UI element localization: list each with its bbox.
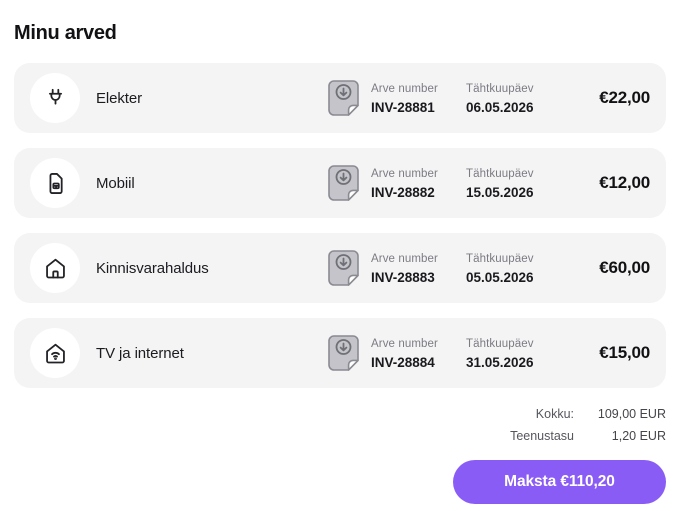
summary: Kokku: 109,00 EUR Teenustasu 1,20 EUR bbox=[14, 403, 666, 447]
invoice-number-value: INV-28881 bbox=[371, 99, 435, 115]
summary-fee-row: Teenustasu 1,20 EUR bbox=[14, 425, 666, 447]
pay-button-row: Maksta €110,20 bbox=[14, 460, 666, 504]
service-fee-label: Teenustasu bbox=[510, 429, 574, 443]
invoice-number-value: INV-28884 bbox=[371, 354, 435, 370]
invoice-amount: €12,00 bbox=[599, 173, 650, 192]
invoice-number-column: Arve number INV-28884 bbox=[371, 337, 455, 370]
due-date-value: 06.05.2026 bbox=[466, 99, 534, 115]
invoice-number-label: Arve number bbox=[371, 167, 438, 180]
invoice-card[interactable]: Kinnisvarahaldus Arve number INV-28883 T… bbox=[14, 233, 666, 303]
service-fee-value: 1,20 EUR bbox=[611, 429, 666, 443]
summary-total-row: Kokku: 109,00 EUR bbox=[14, 403, 666, 425]
invoices-panel: Minu arved Elekter Arve number INV-28881 bbox=[14, 23, 666, 504]
invoice-category-circle bbox=[30, 158, 80, 208]
invoice-number-column: Arve number INV-28882 bbox=[371, 167, 455, 200]
invoice-number-column: Arve number INV-28883 bbox=[371, 252, 455, 285]
invoice-name: TV ja internet bbox=[96, 344, 184, 362]
invoice-amount: €22,00 bbox=[599, 88, 650, 107]
home-wifi-icon bbox=[42, 340, 69, 367]
home-icon bbox=[42, 255, 69, 282]
invoice-name: Elekter bbox=[96, 89, 142, 107]
due-date-value: 15.05.2026 bbox=[466, 184, 534, 200]
due-date-value: 31.05.2026 bbox=[466, 354, 534, 370]
invoice-card[interactable]: Elekter Arve number INV-28881 Tähtkuupäe… bbox=[14, 63, 666, 133]
invoice-amount: €60,00 bbox=[599, 258, 650, 277]
invoice-category-circle bbox=[30, 328, 80, 378]
due-date-column: Tähtkuupäev 15.05.2026 bbox=[466, 167, 558, 200]
invoice-number-label: Arve number bbox=[371, 252, 438, 265]
total-value: 109,00 EUR bbox=[597, 407, 666, 421]
sim-card-icon bbox=[42, 170, 69, 197]
pay-button[interactable]: Maksta €110,20 bbox=[453, 460, 666, 504]
download-invoice-icon[interactable] bbox=[327, 249, 360, 287]
download-invoice-icon[interactable] bbox=[327, 164, 360, 202]
invoice-number-label: Arve number bbox=[371, 82, 438, 95]
invoice-name: Kinnisvarahaldus bbox=[96, 259, 209, 277]
total-label: Kokku: bbox=[535, 407, 574, 421]
invoice-number-value: INV-28882 bbox=[371, 184, 435, 200]
due-date-column: Tähtkuupäev 06.05.2026 bbox=[466, 82, 558, 115]
due-date-label: Tähtkuupäev bbox=[466, 167, 534, 180]
download-invoice-icon[interactable] bbox=[327, 334, 360, 372]
due-date-label: Tähtkuupäev bbox=[466, 337, 534, 350]
invoice-number-label: Arve number bbox=[371, 337, 438, 350]
due-date-column: Tähtkuupäev 05.05.2026 bbox=[466, 252, 558, 285]
invoice-number-value: INV-28883 bbox=[371, 269, 435, 285]
plug-icon bbox=[42, 85, 69, 112]
invoice-category-circle bbox=[30, 243, 80, 293]
invoice-list: Elekter Arve number INV-28881 Tähtkuupäe… bbox=[14, 63, 666, 388]
invoice-category-circle bbox=[30, 73, 80, 123]
invoice-amount: €15,00 bbox=[599, 343, 650, 362]
due-date-value: 05.05.2026 bbox=[466, 269, 534, 285]
invoice-card[interactable]: TV ja internet Arve number INV-28884 Täh… bbox=[14, 318, 666, 388]
invoice-card[interactable]: Mobiil Arve number INV-28882 Tähtkuupäev… bbox=[14, 148, 666, 218]
due-date-label: Tähtkuupäev bbox=[466, 82, 534, 95]
due-date-column: Tähtkuupäev 31.05.2026 bbox=[466, 337, 558, 370]
due-date-label: Tähtkuupäev bbox=[466, 252, 534, 265]
invoice-name: Mobiil bbox=[96, 174, 135, 192]
download-invoice-icon[interactable] bbox=[327, 79, 360, 117]
invoice-number-column: Arve number INV-28881 bbox=[371, 82, 455, 115]
page-title: Minu arved bbox=[14, 22, 117, 44]
